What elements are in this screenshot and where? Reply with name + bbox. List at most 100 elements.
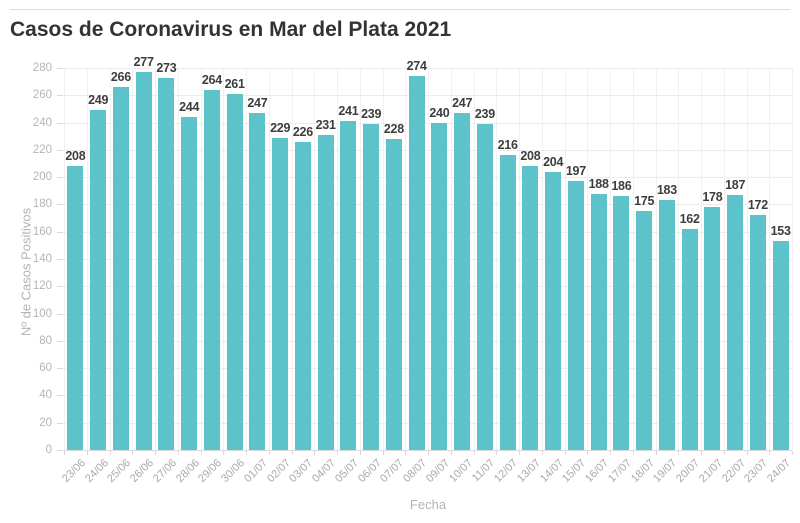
h-gridline — [64, 450, 792, 451]
y-tick-mark — [57, 177, 63, 179]
bar — [272, 137, 289, 450]
x-tick-label: 03/07 — [287, 457, 316, 485]
v-gridline — [701, 68, 702, 450]
bar-value-label: 226 — [292, 124, 313, 139]
bar — [158, 77, 175, 450]
bar-value-label: 204 — [543, 154, 564, 169]
x-tick-mark — [678, 451, 680, 455]
x-tick-label: 17/07 — [605, 457, 634, 485]
x-tick-label: 24/07 — [765, 457, 794, 485]
y-tick-mark — [57, 450, 63, 451]
v-gridline — [519, 68, 520, 450]
x-tick-mark — [64, 451, 65, 455]
v-gridline — [337, 68, 338, 450]
y-tick-label: 120 — [32, 280, 52, 293]
x-tick-mark — [86, 451, 88, 455]
y-tick-label: 280 — [32, 62, 52, 74]
y-tick-label: 260 — [32, 89, 52, 102]
v-gridline — [268, 68, 270, 450]
x-tick-label: 29/06 — [196, 457, 225, 485]
x-tick-label: 27/06 — [150, 457, 179, 485]
x-tick-label: 07/07 — [378, 457, 407, 485]
y-tick-label: 140 — [32, 253, 52, 265]
bar-value-label: 172 — [747, 198, 768, 213]
x-tick-label: 16/07 — [583, 457, 612, 485]
y-tick-label: 180 — [32, 198, 52, 211]
y-tick-mark — [57, 95, 63, 97]
bar-value-label: 187 — [725, 177, 746, 192]
bar-value-label: 197 — [565, 164, 586, 179]
y-tick-mark — [57, 395, 63, 397]
chart-title: Casos de Coronavirus en Mar del Plata 20… — [10, 18, 452, 41]
v-gridline — [382, 68, 384, 450]
v-gridline — [473, 68, 475, 450]
x-tick-mark — [200, 451, 202, 455]
bar — [67, 166, 84, 450]
x-tick-label: 19/07 — [651, 457, 680, 485]
bar — [545, 171, 562, 450]
x-tick-mark — [109, 451, 111, 455]
v-gridline — [587, 68, 589, 450]
x-tick-label: 20/07 — [674, 457, 703, 485]
bar — [590, 193, 607, 450]
y-tick-mark — [57, 204, 63, 206]
bar — [385, 138, 402, 450]
bar — [203, 89, 220, 450]
bar-value-label: 229 — [270, 120, 291, 135]
v-gridline — [155, 68, 156, 450]
y-tick-mark — [57, 68, 63, 69]
x-tick-mark — [792, 451, 793, 455]
x-tick-label: 01/07 — [241, 457, 270, 485]
x-tick-label: 02/07 — [264, 457, 293, 485]
v-gridline — [428, 68, 429, 450]
v-gridline — [246, 68, 247, 450]
v-gridline — [678, 68, 680, 450]
bar-value-label: 241 — [338, 104, 359, 119]
y-tick-label: 80 — [39, 334, 52, 347]
y-tick-mark — [57, 340, 63, 342]
bar-value-label: 247 — [452, 96, 473, 111]
v-gridline — [291, 68, 293, 450]
x-tick-mark — [701, 451, 702, 455]
v-gridline — [314, 68, 316, 450]
bar-value-label: 216 — [497, 138, 518, 153]
y-tick-label: 40 — [39, 389, 52, 402]
y-tick-mark — [57, 122, 63, 124]
bar-value-label: 239 — [361, 106, 382, 121]
top-divider — [10, 9, 790, 10]
x-tick-mark — [473, 451, 475, 455]
y-tick-label: 0 — [45, 444, 52, 456]
x-tick-mark — [177, 451, 179, 455]
x-tick-label: 15/07 — [560, 457, 589, 485]
x-tick-mark — [359, 451, 361, 455]
v-gridline — [64, 68, 65, 450]
v-gridline — [564, 68, 566, 450]
y-tick-mark — [57, 422, 63, 424]
x-tick-mark — [655, 451, 657, 455]
x-tick-mark — [132, 451, 134, 455]
bar-value-label: 274 — [406, 59, 427, 74]
x-tick-mark — [723, 451, 725, 455]
bar — [567, 181, 584, 450]
x-tick-label: 30/06 — [219, 457, 248, 485]
bar-value-label: 249 — [88, 93, 109, 108]
y-tick-label: 200 — [32, 171, 52, 184]
v-gridline — [769, 68, 771, 450]
x-tick-mark — [428, 451, 429, 455]
bar-value-label: 186 — [611, 179, 632, 194]
x-tick-mark — [155, 451, 156, 455]
bar-value-label: 239 — [474, 106, 495, 121]
x-tick-label: 08/07 — [401, 457, 430, 485]
v-gridline — [177, 68, 179, 450]
x-tick-label: 06/07 — [355, 457, 384, 485]
bar — [249, 113, 266, 450]
bar — [636, 211, 653, 450]
bar — [499, 155, 516, 450]
x-tick-mark — [314, 451, 316, 455]
x-tick-mark — [746, 451, 748, 455]
y-tick-mark — [57, 259, 63, 260]
x-axis-title: Fecha — [409, 497, 447, 512]
bar — [181, 117, 198, 450]
bar — [727, 194, 744, 450]
